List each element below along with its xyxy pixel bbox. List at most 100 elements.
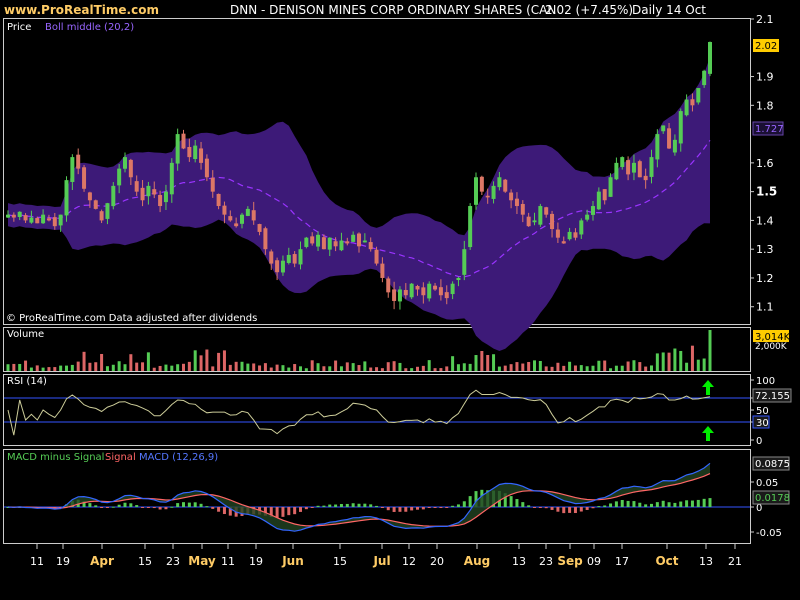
volume-bar: [445, 366, 449, 371]
candle-body: [76, 154, 81, 169]
candle-body: [661, 125, 666, 132]
volume-bar: [275, 364, 279, 371]
macd-axis: 0.05 0 -0.05: [750, 478, 782, 539]
volume-bar: [246, 363, 250, 371]
volume-bar: [573, 365, 577, 371]
volume-bar: [158, 365, 162, 371]
rsi-tick-label: 50: [756, 406, 769, 417]
macd-hist-bar: [357, 503, 361, 507]
volume-bar: [696, 359, 700, 371]
macd-hist-bar: [375, 505, 379, 507]
candle-body: [696, 88, 701, 103]
macd-hist-bar: [199, 503, 203, 507]
candle-body: [6, 214, 10, 218]
volume-bar: [65, 365, 68, 371]
volume-bar: [603, 360, 607, 371]
price-tick-label: 1.6: [756, 157, 774, 170]
candle-body: [514, 198, 519, 207]
candle-body: [263, 228, 268, 250]
volume-bar: [88, 362, 92, 371]
candle-body: [690, 99, 695, 106]
candle-body: [87, 192, 92, 201]
price-panel: [3, 18, 751, 325]
volume-bar: [217, 352, 221, 371]
price-tick-label: 1.2: [756, 272, 774, 285]
candle-body: [386, 278, 391, 293]
candle-body: [555, 229, 560, 238]
x-tick-label: 09: [587, 555, 601, 568]
volume-bar: [141, 362, 145, 371]
rsi-tick-label: 100: [756, 376, 775, 387]
candle-body: [105, 203, 110, 219]
candle-body: [620, 157, 625, 167]
candle-body: [409, 283, 414, 298]
macd-hist-bar: [509, 496, 513, 507]
boll-middle-line: [7, 139, 711, 278]
rsi-tick-label: 30: [756, 418, 769, 429]
macd-hist-bar: [456, 504, 460, 507]
candle-body: [187, 146, 192, 158]
macd-hist-bar: [182, 502, 185, 507]
volume-bar: [462, 363, 466, 371]
candle-body: [64, 180, 69, 216]
candle-body: [397, 289, 402, 302]
candle-body: [392, 289, 397, 301]
macd-hist-bar: [351, 503, 355, 507]
candle-body: [269, 251, 274, 264]
macd-hist-bar: [585, 507, 589, 510]
x-tick-label: 12: [402, 555, 416, 568]
candle-body: [474, 177, 478, 205]
volume-bar: [199, 355, 203, 371]
candle-body: [667, 128, 672, 149]
volume-bar: [398, 362, 402, 371]
volume-bar: [427, 360, 431, 371]
volume-bar: [35, 365, 39, 371]
candle-body: [327, 237, 332, 250]
signal-line: [7, 473, 711, 527]
candle-body: [111, 185, 116, 207]
macd-hist-bar: [685, 500, 689, 507]
x-tick-label: 13: [699, 555, 713, 568]
candle-body: [655, 134, 660, 160]
volume-bar: [690, 345, 694, 371]
macd-hist-bar: [322, 505, 326, 507]
volume-bar: [182, 363, 185, 371]
macd-hist-bar: [299, 507, 302, 512]
volume-bar: [12, 363, 16, 371]
volume-bar: [228, 364, 232, 371]
macd-hist-bar: [696, 499, 700, 507]
rsi-overbought-arrow: [702, 380, 714, 395]
macd-hist-bar: [544, 507, 548, 509]
candle-body: [234, 223, 239, 227]
price-footnote: © ProRealTime.com Data adjusted after di…: [6, 313, 257, 324]
site-link[interactable]: www.ProRealTime.com: [4, 3, 159, 17]
rsi-line: [7, 389, 711, 436]
candle-body: [316, 234, 321, 247]
volume-bar: [322, 366, 326, 371]
volume-bar: [468, 363, 472, 371]
macd-hist-bar: [310, 507, 314, 508]
candle-body: [479, 176, 484, 192]
candle-body: [280, 260, 285, 273]
macd-hist-bar: [439, 507, 443, 508]
macd-tick-label: 0.05: [756, 478, 778, 489]
macd-hist-bar: [380, 507, 384, 508]
volume-bar: [509, 364, 513, 371]
candle-body: [438, 287, 443, 296]
macd-hist-bar: [187, 502, 191, 507]
candle-body: [46, 218, 51, 221]
x-tick-label: 19: [56, 555, 70, 568]
macd-hist-bar: [556, 507, 560, 512]
candle-body: [251, 210, 256, 221]
macd-hist-bar: [433, 507, 437, 508]
volume-bar: [164, 364, 168, 371]
macd-hist-bar: [334, 504, 338, 507]
x-tick-label: 23: [166, 555, 180, 568]
candle-body: [491, 185, 496, 199]
volume-bar: [655, 353, 659, 371]
price-tick-label: 1.1: [756, 301, 774, 314]
macd-hist-bar: [392, 507, 396, 512]
macd-hist-bar: [609, 503, 613, 507]
volume-bar: [70, 364, 74, 371]
